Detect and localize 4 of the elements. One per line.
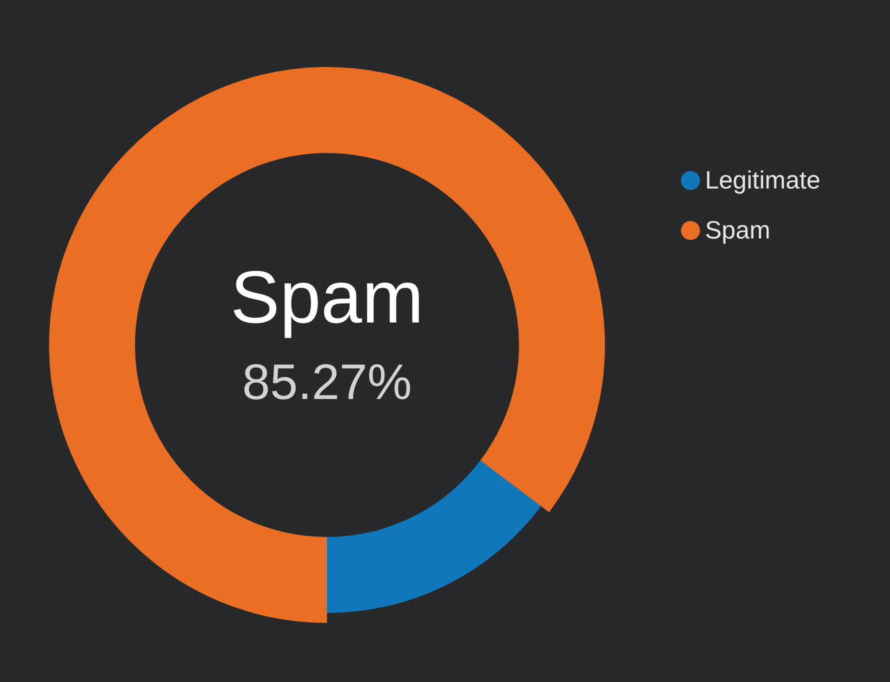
slice-label: Spam <box>230 256 424 338</box>
legend-label: Spam <box>705 216 770 244</box>
data-label: 85.27% <box>242 354 412 410</box>
legend-label: Legitimate <box>705 166 820 194</box>
